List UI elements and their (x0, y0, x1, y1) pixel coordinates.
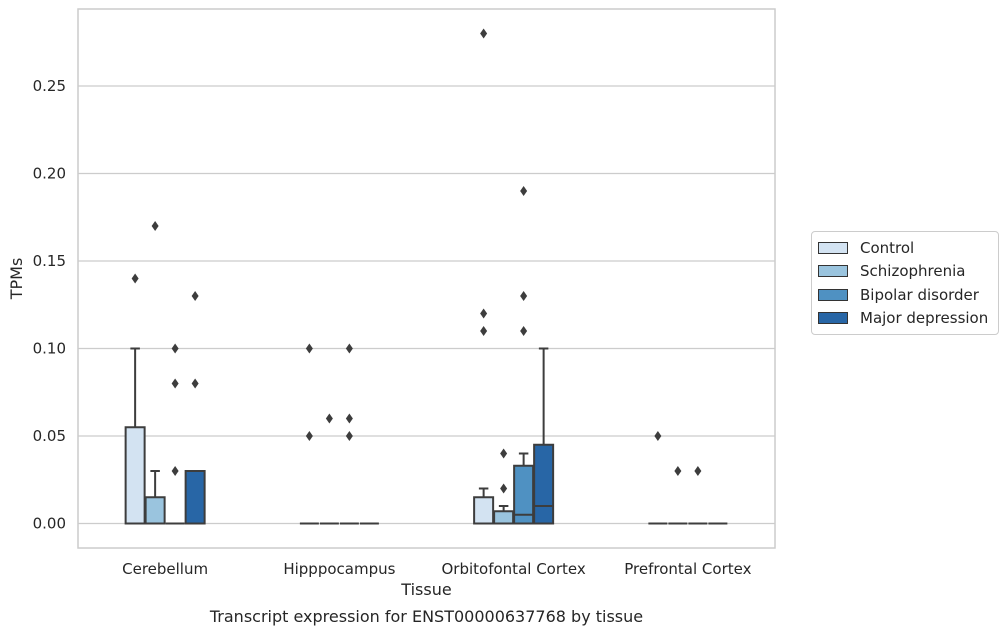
outlier-point (325, 413, 333, 424)
box-0-3 (184, 291, 206, 525)
outlier-point (131, 273, 139, 284)
outlier-point (191, 291, 199, 301)
legend-swatch (818, 241, 848, 254)
outlier-point (480, 308, 488, 319)
chart-title: Transcript expression for ENST0000063776… (209, 607, 643, 626)
box-body (533, 443, 555, 525)
box-body (144, 496, 166, 525)
box-3-1 (668, 466, 688, 525)
legend-item: Major depression (812, 307, 998, 331)
legend-swatch (818, 265, 848, 278)
outlier-point (191, 378, 199, 389)
x-tick-label: Cerebellum (122, 560, 208, 578)
box-1-2 (339, 343, 359, 525)
outlier-point (694, 466, 702, 476)
box-body (124, 426, 146, 525)
outlier-point (674, 466, 682, 476)
x-axis-label: Tissue (400, 580, 451, 599)
y-tick-label: 0.15 (33, 252, 66, 270)
box-2-0 (473, 28, 495, 525)
y-tick-label: 0.20 (33, 165, 66, 183)
y-tick-label: 0.25 (33, 77, 66, 95)
y-tick-label: 0.10 (33, 340, 66, 358)
box-1-1 (319, 413, 339, 525)
box-1-0 (299, 343, 319, 525)
y-tick-label: 0.05 (33, 427, 66, 445)
legend-label: Control (860, 238, 915, 257)
outlier-point (151, 221, 159, 231)
outlier-point (345, 413, 353, 424)
outlier-point (305, 431, 313, 441)
outlier-point (171, 378, 179, 389)
outlier-point (654, 431, 662, 441)
x-tick-label: Prefrontal Cortex (624, 560, 751, 578)
box-2-3 (533, 347, 555, 525)
outlier-point (520, 291, 528, 301)
outlier-point (500, 483, 508, 494)
box-0-2 (165, 343, 185, 525)
legend-item: Control (812, 236, 998, 260)
outlier-point (480, 326, 488, 336)
legend-item: Schizophrenia (812, 260, 998, 284)
x-tick-label: Orbitofontal Cortex (442, 560, 586, 578)
outlier-point (171, 343, 179, 354)
box-3-0 (648, 431, 668, 525)
y-axis-ticks: 0.00 0.05 0.10 0.15 0.20 0.25 (33, 77, 66, 533)
box-3-2 (688, 466, 708, 525)
outlier-point (520, 326, 528, 336)
box-body (184, 470, 206, 525)
legend-label: Major depression (860, 309, 989, 328)
outlier-point (480, 28, 488, 39)
outlier-point (345, 431, 353, 441)
outlier-point (345, 343, 353, 354)
box-body (473, 496, 495, 525)
box-0-0 (124, 273, 146, 525)
box-2-2 (513, 186, 535, 525)
x-axis-ticks: Cerebellum Hipppocampus Orbitofontal Corte… (122, 560, 751, 578)
legend-label: Bipolar disorder (860, 285, 979, 304)
x-tick-label: Hipppocampus (283, 560, 395, 578)
outlier-point (500, 448, 508, 459)
plot-area (77, 8, 776, 549)
legend-label: Schizophrenia (860, 262, 966, 281)
outlier-point (171, 466, 179, 476)
y-axis-label: TPMs (7, 258, 26, 301)
legend-item: Bipolar disorder (812, 283, 998, 307)
y-tick-label: 0.00 (33, 515, 66, 533)
box-0-1 (144, 221, 166, 525)
legend-swatch (818, 288, 848, 301)
box-body (493, 510, 515, 525)
outlier-point (305, 343, 313, 354)
box-groups (124, 28, 728, 525)
legend: Control Schizophrenia Bipolar disorder Majo… (811, 231, 999, 335)
legend-swatch (818, 312, 848, 325)
box-2-1 (493, 448, 515, 525)
outlier-point (520, 186, 528, 196)
